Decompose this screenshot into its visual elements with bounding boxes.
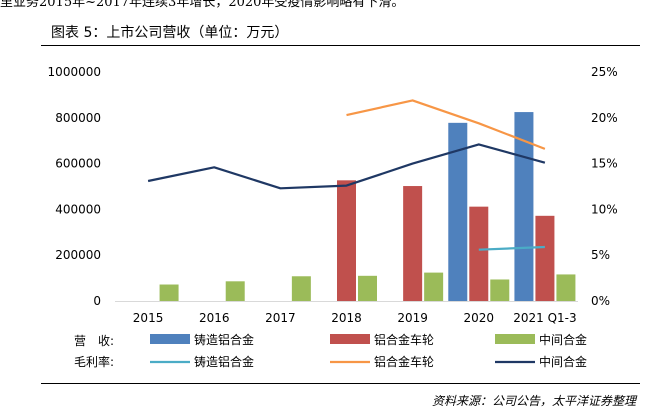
line-casting-alloy [478, 245, 545, 251]
source-note: 资料来源：公司公告，太平洋证券整理 [431, 394, 636, 408]
line-master-alloy [147, 143, 546, 190]
y2-tick-label: 15% [591, 157, 618, 171]
y2-tick-label: 25% [591, 65, 618, 79]
y-tick-label: 800000 [55, 111, 101, 125]
y2-tick-label: 0% [591, 294, 610, 308]
legend-swatch-bar [330, 334, 370, 344]
legend-label-bar: 铝合金车轮 [374, 332, 434, 347]
x-tick-label: 2017 [265, 311, 296, 325]
y2-tick-label: 20% [591, 111, 618, 125]
bar-master-alloy [159, 284, 179, 301]
bar-master-alloy [424, 272, 444, 301]
bottom-divider [41, 383, 640, 384]
bar-master-alloy [556, 274, 576, 301]
legend-swatch-bar [495, 334, 535, 344]
clipped-text-line: 里业务2015年~2017年连续3年增长，2020年受疫情影响略有下滑。 [0, 0, 405, 10]
x-tick-label: 2016 [199, 311, 230, 325]
legend-label-bar: 铸造铝合金 [194, 332, 254, 347]
x-tick-label: 2020 [464, 311, 495, 325]
x-tick-label: 2015 [133, 311, 164, 325]
y-tick-label: 200000 [55, 248, 101, 262]
y-tick-label: 1000000 [48, 65, 101, 79]
y-tick-label: 400000 [55, 202, 101, 216]
bar-wheel [403, 186, 423, 301]
legend-swatch-bar [150, 334, 190, 344]
legend-label-line: 铝合金车轮 [374, 354, 434, 369]
bar-wheel [469, 206, 489, 301]
chart-title: 图表 5：上市公司营收（单位：万元） [51, 25, 289, 41]
bar-wheel [535, 215, 555, 301]
legend-label-bar: 中间合金 [539, 332, 587, 347]
y-tick-label: 0 [93, 294, 101, 308]
legend-label-line: 铸造铝合金 [194, 354, 254, 369]
y2-tick-label: 10% [591, 202, 618, 216]
y-tick-label: 600000 [55, 157, 101, 171]
bar-master-alloy [291, 276, 311, 301]
line-wheel [346, 99, 546, 150]
x-tick-label: 2021 Q1-3 [513, 311, 576, 325]
bar-master-alloy [358, 275, 377, 301]
legend-label-line: 中间合金 [539, 354, 587, 369]
x-tick-label: 2018 [331, 311, 362, 325]
chart-title-bar: 图表 5：上市公司营收（单位：万元） [41, 18, 640, 46]
y2-tick-label: 5% [591, 248, 610, 262]
bar-master-alloy [225, 281, 245, 301]
bar-master-alloy [490, 279, 510, 301]
x-tick-label: 2019 [397, 311, 428, 325]
bar-wheel [337, 180, 356, 301]
bar-casting-alloy [448, 122, 468, 301]
legend-row-revenue-label: 营 收: [74, 334, 114, 348]
legend-row-margin-label: 毛利率: [74, 354, 114, 369]
title-divider [41, 45, 640, 46]
